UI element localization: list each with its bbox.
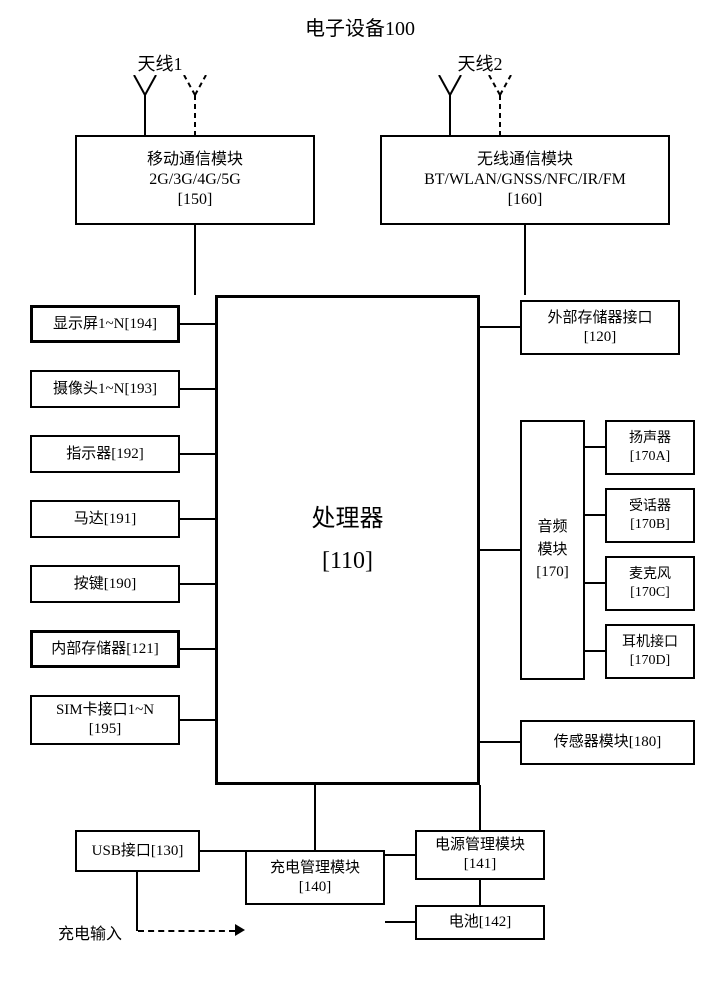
charge-input-arrow-line xyxy=(138,930,235,932)
conn-proc-charge xyxy=(314,785,316,850)
indicator-block: 指示器[192] xyxy=(30,435,180,473)
sim-label1: SIM卡接口1~N xyxy=(56,701,154,720)
power-mgmt-line2: [141] xyxy=(464,855,497,874)
headset-line2: [170D] xyxy=(630,652,670,670)
power-mgmt-line1: 电源管理模块 xyxy=(435,836,525,855)
conn-keys-proc xyxy=(180,583,215,585)
wireless-comm-line1: 无线通信模块 xyxy=(477,150,573,170)
headset-block: 耳机接口 [170D] xyxy=(605,624,695,679)
diagram-title: 电子设备100 xyxy=(280,12,440,41)
conn-sensor-proc xyxy=(480,741,520,743)
conn-display-proc xyxy=(180,323,215,325)
receiver-line2: [170B] xyxy=(630,516,670,534)
sim-label2: [195] xyxy=(89,720,122,739)
diagram-canvas: 电子设备100 天线1 天线2 移动通信模块 2G/3G/4G/5G [150]… xyxy=(0,0,720,1000)
receiver-line1: 受话器 xyxy=(629,498,671,516)
charge-input-arrow-head xyxy=(235,924,245,936)
conn-camera-proc xyxy=(180,388,215,390)
antenna1-label: 天线1 xyxy=(120,50,200,76)
sensor-label: 传感器模块[180] xyxy=(554,733,662,752)
ext-mem-line2: [120] xyxy=(584,328,617,347)
conn-charge-batt xyxy=(385,921,415,923)
conn-audio-mic xyxy=(585,582,605,584)
mic-line1: 麦克风 xyxy=(629,566,671,584)
conn-motor-proc xyxy=(180,518,215,520)
conn-usb-chargein xyxy=(136,872,138,931)
conn-mobile-proc xyxy=(194,225,196,295)
charge-mgmt-line2: [140] xyxy=(299,878,332,897)
power-mgmt-block: 电源管理模块 [141] xyxy=(415,830,545,880)
wireless-comm-line2: BT/WLAN/GNSS/NFC/IR/FM xyxy=(424,170,626,190)
antenna1-solid-icon xyxy=(130,75,160,135)
motor-label: 马达[191] xyxy=(74,510,137,529)
conn-audio-headset xyxy=(585,650,605,652)
mobile-comm-line1: 移动通信模块 xyxy=(147,150,243,170)
mic-block: 麦克风 [170C] xyxy=(605,556,695,611)
usb-block: USB接口[130] xyxy=(75,830,200,872)
keys-block: 按键[190] xyxy=(30,565,180,603)
conn-audio-speaker xyxy=(585,446,605,448)
audio-module-block: 音频 模块 [170] xyxy=(520,420,585,680)
audio-line2: 模块 xyxy=(537,541,567,560)
conn-audio-receiver xyxy=(585,514,605,516)
sim-block: SIM卡接口1~N [195] xyxy=(30,695,180,745)
audio-line1: 音频 xyxy=(537,518,567,537)
conn-extmem-proc xyxy=(480,326,520,328)
speaker-line1: 扬声器 xyxy=(629,430,671,448)
speaker-line2: [170A] xyxy=(630,448,670,466)
wireless-comm-line3: [160] xyxy=(508,190,543,210)
mobile-comm-line2: 2G/3G/4G/5G xyxy=(149,170,241,190)
processor-line1: 处理器 xyxy=(312,504,384,534)
conn-pm-batt xyxy=(479,880,481,905)
keys-label: 按键[190] xyxy=(74,575,137,594)
sensor-module-block: 传感器模块[180] xyxy=(520,720,695,765)
battery-label: 电池[142] xyxy=(449,913,512,932)
conn-sim-proc xyxy=(180,719,215,721)
camera-label: 摄像头1~N[193] xyxy=(53,380,157,399)
mobile-comm-line3: [150] xyxy=(178,190,213,210)
internal-memory-label: 内部存储器[121] xyxy=(51,640,159,659)
display-block: 显示屏1~N[194] xyxy=(30,305,180,343)
wireless-comm-module: 无线通信模块 BT/WLAN/GNSS/NFC/IR/FM [160] xyxy=(380,135,670,225)
conn-audio-proc xyxy=(480,549,520,551)
charge-mgmt-block: 充电管理模块 [140] xyxy=(245,850,385,905)
external-memory-block: 外部存储器接口 [120] xyxy=(520,300,680,355)
motor-block: 马达[191] xyxy=(30,500,180,538)
speaker-block: 扬声器 [170A] xyxy=(605,420,695,475)
display-label: 显示屏1~N[194] xyxy=(53,315,157,334)
antenna2-label: 天线2 xyxy=(440,50,520,76)
conn-indicator-proc xyxy=(180,453,215,455)
conn-intmem-proc xyxy=(180,648,215,650)
antenna2-solid-icon xyxy=(435,75,465,135)
antenna2-dashed-icon xyxy=(485,75,515,135)
camera-block: 摄像头1~N[193] xyxy=(30,370,180,408)
charge-input-label: 充电输入 xyxy=(45,920,135,944)
processor-line2: [110] xyxy=(322,546,373,576)
charge-mgmt-line1: 充电管理模块 xyxy=(270,859,360,878)
ext-mem-line1: 外部存储器接口 xyxy=(547,309,652,328)
conn-usb-charge xyxy=(200,850,245,852)
conn-proc-pm xyxy=(479,785,481,830)
headset-line1: 耳机接口 xyxy=(622,634,678,652)
indicator-label: 指示器[192] xyxy=(66,445,144,464)
internal-memory-block: 内部存储器[121] xyxy=(30,630,180,668)
conn-wireless-proc xyxy=(524,225,526,295)
antenna1-dashed-icon xyxy=(180,75,210,135)
mobile-comm-module: 移动通信模块 2G/3G/4G/5G [150] xyxy=(75,135,315,225)
receiver-block: 受话器 [170B] xyxy=(605,488,695,543)
conn-charge-pm xyxy=(385,854,415,856)
battery-block: 电池[142] xyxy=(415,905,545,940)
audio-line3: [170] xyxy=(536,563,569,582)
usb-label: USB接口[130] xyxy=(92,842,184,861)
mic-line2: [170C] xyxy=(630,584,670,602)
processor-block: 处理器 [110] xyxy=(215,295,480,785)
